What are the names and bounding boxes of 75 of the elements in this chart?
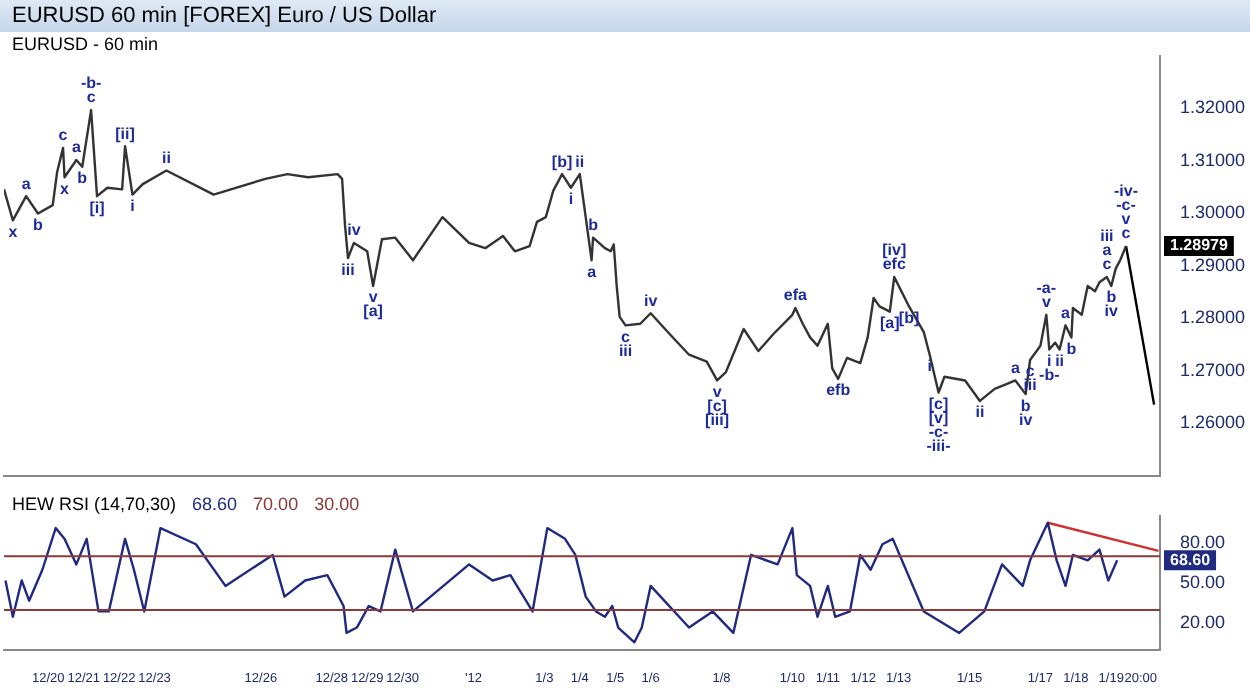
y-tick-label: 1.27000: [1180, 359, 1246, 380]
y-tick-label: 50.00: [1180, 572, 1226, 593]
annotation: ii: [1055, 351, 1065, 370]
y-tick-label: 1.28000: [1180, 307, 1246, 328]
annotation: a: [1010, 358, 1021, 377]
annotation: ii: [575, 152, 585, 171]
annotation: i: [130, 197, 135, 216]
annotation: i: [568, 190, 574, 209]
text: 68.60: [1170, 550, 1211, 569]
annotation: [ii]: [115, 124, 136, 143]
annotation: b: [588, 216, 599, 235]
annotation: iii: [341, 260, 355, 279]
annotation: a: [1102, 241, 1113, 260]
ref-line-label: 30.00: [314, 493, 360, 514]
annotation: [i]: [89, 198, 106, 217]
annotation: iv: [643, 291, 659, 310]
annotation: [iv]: [882, 241, 907, 260]
y-tick-label: 20.00: [1180, 612, 1226, 633]
annotation: ii: [975, 403, 985, 422]
annotation: [iii]: [705, 410, 730, 429]
annotation: c: [1102, 255, 1113, 274]
y-tick-label: 1.31000: [1180, 149, 1246, 170]
annotation: c: [86, 88, 97, 107]
annotation: v: [1041, 293, 1052, 312]
annotation: a: [587, 262, 598, 281]
annotation: b: [1106, 288, 1117, 307]
annotation: a: [1061, 303, 1072, 322]
annotation: efc: [882, 255, 907, 274]
annotation: [b]: [551, 152, 573, 171]
y-tick-label: 1.29000: [1180, 254, 1246, 275]
annotation: -iv-: [1114, 182, 1139, 201]
annotation: b: [77, 169, 88, 188]
annotation: [c]: [707, 396, 728, 415]
annotation: v: [368, 288, 379, 307]
annotation: b: [1020, 396, 1031, 415]
annotation: b: [33, 215, 44, 234]
y-tick-label: 1.30000: [1180, 202, 1246, 223]
series-label: HEW RSI (14,70,30): [12, 493, 177, 514]
annotation: x: [60, 179, 71, 198]
annotation: -iii-: [926, 436, 952, 455]
annotation: i: [1047, 351, 1052, 370]
annotation: -a-: [1036, 279, 1057, 298]
annotation: b: [1066, 339, 1077, 358]
annotation: [v]: [928, 408, 949, 427]
annotation: -b-: [1039, 365, 1061, 384]
chart-subtitle: EURUSD - 60 min: [12, 33, 159, 54]
annotation: c: [1121, 224, 1132, 243]
annotation: iv: [1018, 410, 1034, 429]
annotation: c: [58, 126, 69, 145]
annotation: -c-: [1116, 196, 1137, 215]
annotation: -b-: [80, 74, 102, 93]
annotation: efa: [783, 286, 808, 305]
annotation: a: [21, 174, 32, 193]
y-tick-label: 1.26000: [1180, 412, 1246, 433]
annotation: iii: [1100, 227, 1114, 246]
ref-line-label: 70.00: [253, 493, 299, 514]
y-tick-label: 1.32000: [1180, 97, 1246, 118]
annotation: iv: [347, 221, 362, 240]
annotation: efb: [826, 381, 851, 400]
annotation: [a]: [880, 314, 901, 333]
annotation: [a]: [363, 302, 384, 321]
annotation: i: [927, 357, 932, 376]
annotation: v: [1121, 210, 1132, 229]
annotation: iii: [618, 341, 633, 360]
text: 1.28979: [1170, 236, 1229, 255]
text: 68.60: [192, 493, 238, 514]
y-tick-label: 80.00: [1180, 531, 1226, 552]
chart-title: EURUSD 60 min [FOREX] Euro / US Dollar: [0, 0, 1250, 32]
annotation: c: [621, 327, 632, 346]
annotation: v: [712, 382, 723, 401]
annotation: iv: [1104, 302, 1120, 321]
annotation: x: [8, 222, 19, 241]
annotation: [c]: [928, 394, 949, 413]
annotation: a: [71, 138, 82, 157]
annotation: ii: [161, 148, 171, 167]
